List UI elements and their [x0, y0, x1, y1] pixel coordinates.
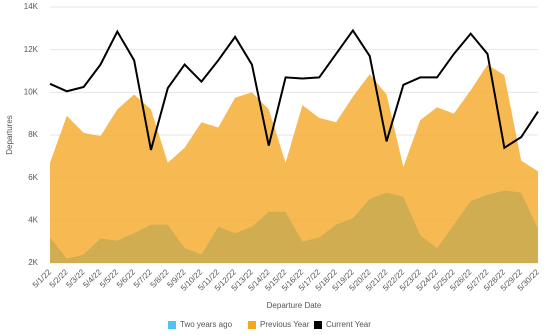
x-axis-title: Departure Date	[267, 301, 322, 310]
y-tick-label: 14K	[24, 2, 39, 11]
legend-swatch[interactable]	[314, 321, 322, 329]
y-tick-label: 10K	[24, 87, 39, 96]
y-tick-label: 12K	[24, 45, 39, 54]
y-tick-label: 4K	[28, 215, 38, 224]
y-axis-title: Departures	[5, 115, 14, 155]
legend-swatch[interactable]	[168, 321, 176, 329]
y-tick-label: 6K	[28, 173, 38, 182]
line	[49, 28, 539, 151]
y-tick-label: 8K	[28, 130, 38, 139]
legend-label[interactable]: Previous Year	[260, 320, 310, 329]
y-tick-label: 2K	[28, 258, 38, 267]
area	[50, 64, 538, 263]
legend-swatch[interactable]	[248, 321, 256, 329]
legend-label[interactable]: Two years ago	[180, 320, 233, 329]
legend-label[interactable]: Current Year	[326, 320, 371, 329]
